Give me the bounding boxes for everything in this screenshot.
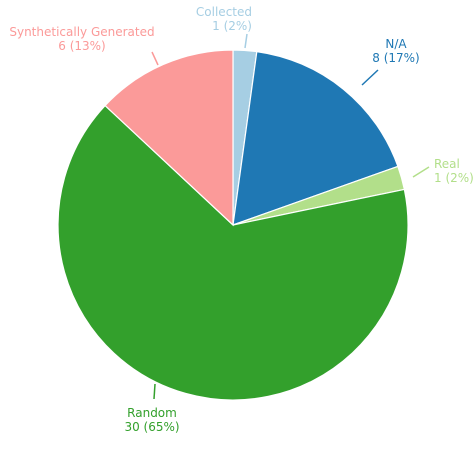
slice-label-synthetically-generated: Synthetically Generated 6 (13%) — [9, 25, 154, 53]
pie-slice-synthetically-generated — [104, 49, 234, 227]
pie-slices — [57, 49, 409, 401]
slice-name: Collected — [196, 5, 252, 19]
pie-slice-random — [57, 104, 409, 401]
slice-label-collected: Collected 1 (2%) — [196, 5, 252, 33]
slice-value: 8 (17%) — [372, 51, 419, 65]
slice-value: 30 (65%) — [124, 420, 179, 434]
slice-name: Real — [434, 157, 460, 171]
slice-label-real: Real 1 (2%) — [434, 157, 474, 185]
slice-value: 1 (2%) — [212, 19, 252, 33]
slice-name: Random — [127, 406, 177, 420]
leader-line-collected — [244, 33, 248, 49]
slice-labels: Collected 1 (2%)N/A 8 (17%)Real 1 (2%)Rando… — [9, 5, 473, 434]
leader-line-real — [412, 166, 430, 178]
leader-line-synthetically-generated — [151, 51, 159, 66]
slice-label-random: Random 30 (65%) — [124, 406, 179, 434]
slice-name: Synthetically Generated — [9, 25, 154, 39]
leader-line-n-a — [361, 69, 379, 86]
leader-line-random — [153, 383, 156, 400]
slice-value: 6 (13%) — [58, 39, 105, 53]
leader-lines — [151, 33, 430, 400]
slice-name: N/A — [385, 37, 407, 51]
slice-label-n-a: N/A 8 (17%) — [372, 37, 419, 65]
slice-value: 1 (2%) — [434, 171, 474, 185]
pie-slice-n-a — [232, 50, 399, 226]
